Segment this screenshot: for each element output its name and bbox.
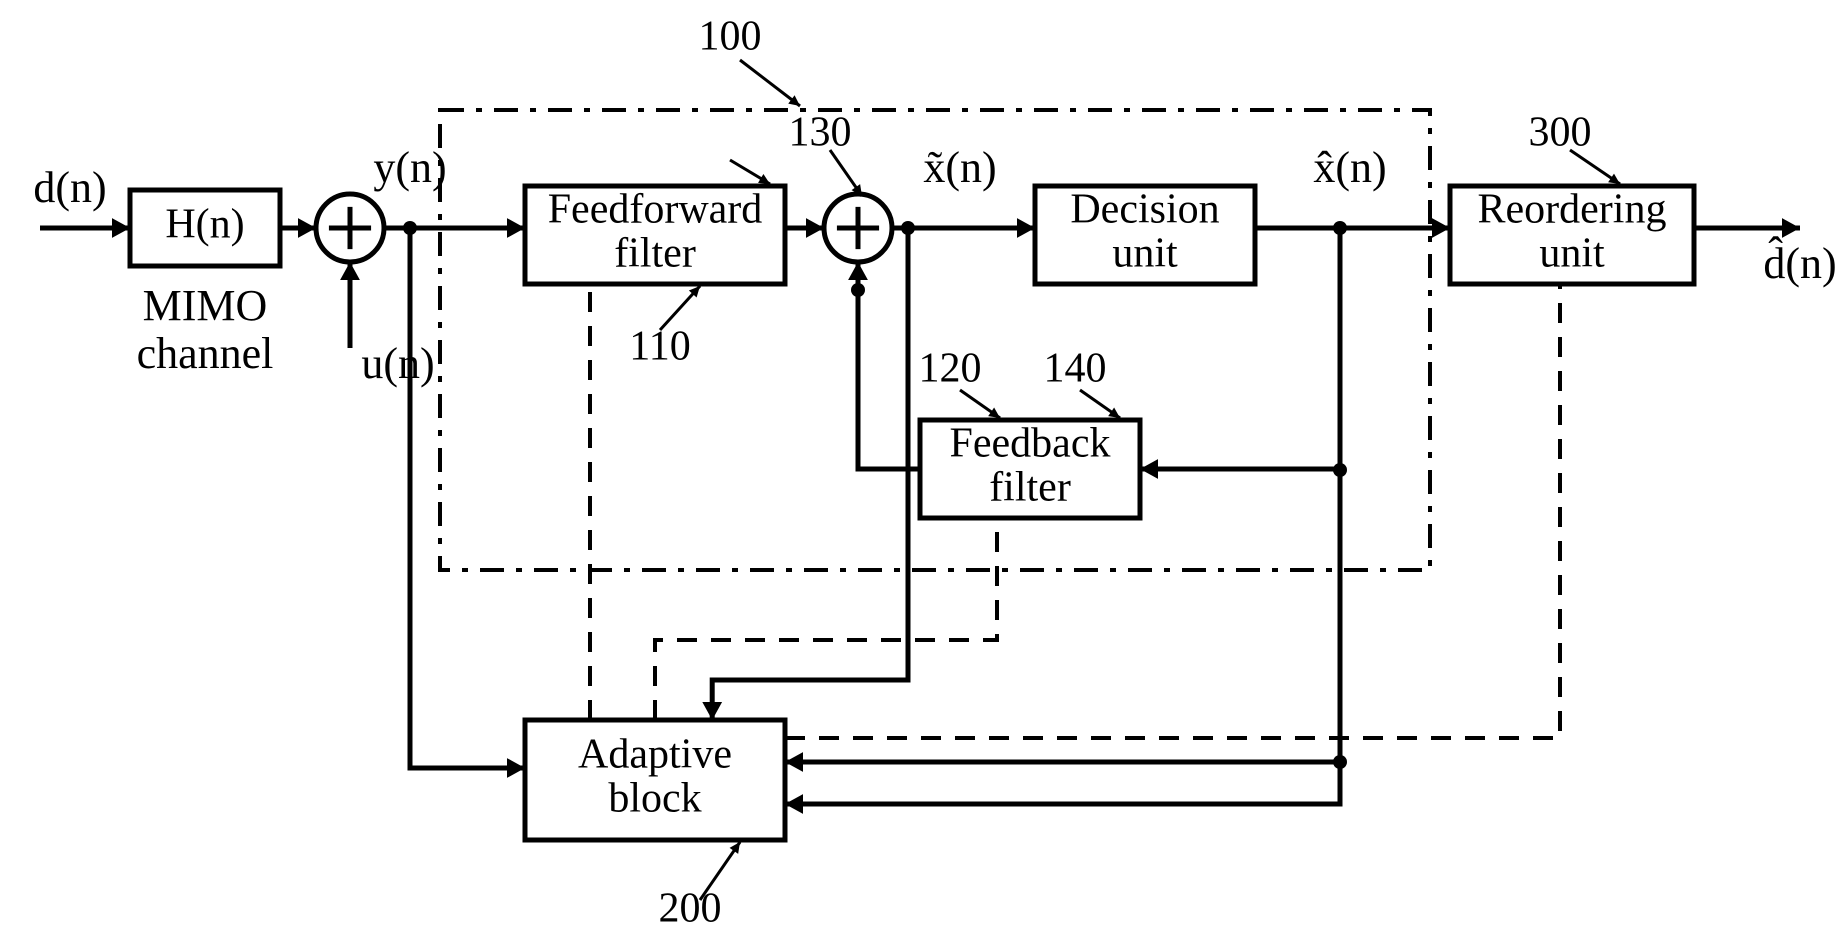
svg-text:channel: channel: [137, 329, 274, 378]
svg-text:Feedback: Feedback: [950, 421, 1111, 467]
svg-text:100: 100: [699, 14, 762, 60]
svg-text:d(n): d(n): [33, 163, 106, 212]
svg-text:y(n): y(n): [373, 143, 446, 192]
svg-text:block: block: [608, 776, 701, 822]
svg-text:filter: filter: [989, 465, 1071, 511]
svg-text:x̃(n): x̃(n): [923, 143, 996, 192]
svg-text:u(n): u(n): [361, 339, 434, 388]
svg-text:d̂(n): d̂(n): [1763, 237, 1836, 288]
svg-text:unit: unit: [1112, 231, 1178, 277]
svg-text:x̂(n): x̂(n): [1313, 143, 1386, 192]
svg-text:Adaptive: Adaptive: [578, 732, 732, 778]
svg-text:Decision: Decision: [1070, 187, 1219, 233]
svg-text:unit: unit: [1539, 231, 1605, 277]
block-diagram: H(n)FeedforwardfilterDecisionunitReorder…: [0, 0, 1842, 928]
svg-text:200: 200: [659, 886, 722, 928]
svg-text:Feedforward: Feedforward: [548, 187, 763, 233]
svg-text:140: 140: [1044, 346, 1107, 392]
svg-text:110: 110: [629, 324, 690, 370]
svg-text:filter: filter: [614, 231, 696, 277]
svg-text:300: 300: [1529, 110, 1592, 156]
svg-text:MIMO: MIMO: [143, 281, 268, 330]
svg-text:Reordering: Reordering: [1478, 187, 1667, 233]
svg-text:130: 130: [789, 110, 852, 156]
svg-text:120: 120: [919, 346, 982, 392]
svg-text:H(n): H(n): [165, 202, 244, 248]
